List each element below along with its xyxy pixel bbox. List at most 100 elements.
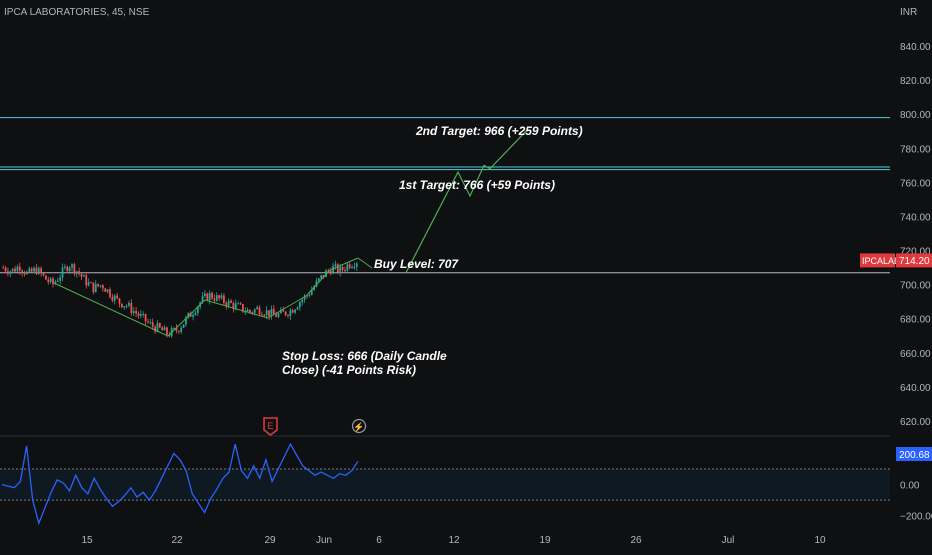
candle-body[interactable] [353, 266, 356, 268]
candle-body[interactable] [120, 303, 123, 308]
candle-body[interactable] [168, 334, 171, 337]
candle-body[interactable] [154, 326, 156, 332]
projection-path[interactable] [405, 130, 527, 273]
candle-body[interactable] [351, 266, 353, 268]
candle-body[interactable] [59, 277, 62, 281]
candles[interactable] [2, 257, 373, 338]
candle-body[interactable] [35, 267, 38, 274]
candle-body[interactable] [204, 293, 206, 297]
candle-body[interactable] [87, 282, 90, 286]
candle-body[interactable] [339, 266, 342, 273]
earnings-marker[interactable]: E [263, 417, 278, 436]
candle-body[interactable] [355, 263, 358, 267]
candle-body[interactable] [287, 315, 289, 317]
candle-body[interactable] [237, 303, 240, 305]
candle-body[interactable] [329, 270, 332, 274]
candle-body[interactable] [158, 323, 161, 328]
candle-body[interactable] [7, 271, 9, 274]
candle-body[interactable] [92, 282, 95, 293]
candle-body[interactable] [175, 328, 178, 331]
candle-body[interactable] [33, 267, 35, 272]
candle-body[interactable] [223, 295, 225, 303]
candle-body[interactable] [189, 312, 192, 317]
candle-body[interactable] [296, 307, 299, 310]
candle-body[interactable] [130, 302, 133, 313]
candle-body[interactable] [327, 270, 330, 272]
candle-body[interactable] [196, 306, 199, 313]
candle-body[interactable] [308, 295, 311, 297]
candle-body[interactable] [109, 289, 111, 298]
time-axis[interactable]: 15 22 29 Jun 6 12 19 26 Jul 10 [81, 535, 826, 546]
candle-body[interactable] [94, 283, 97, 293]
candle-body[interactable] [71, 264, 73, 268]
candle-body[interactable] [73, 264, 76, 274]
candle-body[interactable] [26, 271, 28, 275]
candle-body[interactable] [139, 314, 142, 316]
candle-body[interactable] [289, 310, 292, 316]
candle-body[interactable] [244, 311, 247, 313]
candle-body[interactable] [166, 327, 168, 335]
trendline[interactable] [53, 282, 169, 337]
candle-body[interactable] [322, 275, 325, 278]
candle-body[interactable] [2, 267, 5, 269]
candle-body[interactable] [104, 288, 107, 292]
candle-body[interactable] [227, 300, 230, 306]
candle-body[interactable] [9, 271, 12, 274]
candle-body[interactable] [346, 264, 349, 271]
candle-body[interactable] [173, 328, 175, 330]
candle-body[interactable] [99, 285, 102, 287]
candle-body[interactable] [275, 314, 278, 317]
candle-body[interactable] [97, 283, 100, 287]
candle-body[interactable] [4, 267, 7, 272]
candle-body[interactable] [246, 309, 249, 312]
candle-body[interactable] [253, 309, 256, 313]
candle-body[interactable] [85, 275, 88, 286]
candle-body[interactable] [242, 304, 244, 312]
candle-body[interactable] [341, 266, 344, 271]
candle-body[interactable] [192, 314, 194, 317]
candle-body[interactable] [125, 305, 128, 307]
candle-body[interactable] [28, 268, 31, 272]
candle-body[interactable] [348, 264, 351, 268]
candle-body[interactable] [118, 298, 121, 304]
candle-body[interactable] [132, 311, 135, 313]
candle-body[interactable] [251, 312, 254, 314]
candle-body[interactable] [116, 295, 118, 299]
trendline[interactable] [305, 269, 331, 297]
candle-body[interactable] [151, 322, 154, 327]
candle-body[interactable] [270, 308, 273, 317]
candle-body[interactable] [268, 310, 270, 317]
candle-body[interactable] [272, 308, 275, 315]
horizontal-levels[interactable] [0, 117, 890, 274]
candle-body[interactable] [16, 266, 19, 272]
candle-body[interactable] [11, 268, 14, 272]
candle-body[interactable] [90, 282, 92, 284]
candle-body[interactable] [177, 330, 180, 332]
candle-body[interactable] [303, 295, 306, 300]
candle-body[interactable] [80, 273, 83, 277]
trendline[interactable] [267, 295, 307, 319]
candle-body[interactable] [260, 314, 263, 316]
candle-body[interactable] [180, 327, 183, 332]
candle-body[interactable] [313, 286, 315, 290]
candle-body[interactable] [234, 303, 237, 309]
candle-body[interactable] [66, 266, 69, 272]
candle-body[interactable] [206, 293, 209, 301]
candle-body[interactable] [317, 278, 320, 281]
candle-body[interactable] [54, 281, 57, 285]
candle-body[interactable] [56, 280, 59, 282]
candle-body[interactable] [135, 311, 137, 314]
candle-body[interactable] [37, 268, 40, 274]
candle-body[interactable] [232, 302, 235, 309]
oscillator-line[interactable] [1, 442, 359, 526]
candle-body[interactable] [18, 266, 21, 271]
candle-body[interactable] [61, 267, 64, 278]
trendline[interactable] [204, 299, 269, 319]
candle-body[interactable] [106, 289, 109, 292]
price-badge[interactable]: IPCALAB 714.20 [860, 253, 932, 268]
candle-body[interactable] [78, 271, 81, 274]
candle-body[interactable] [344, 270, 346, 272]
candle-body[interactable] [294, 309, 296, 313]
candle-body[interactable] [301, 299, 304, 303]
